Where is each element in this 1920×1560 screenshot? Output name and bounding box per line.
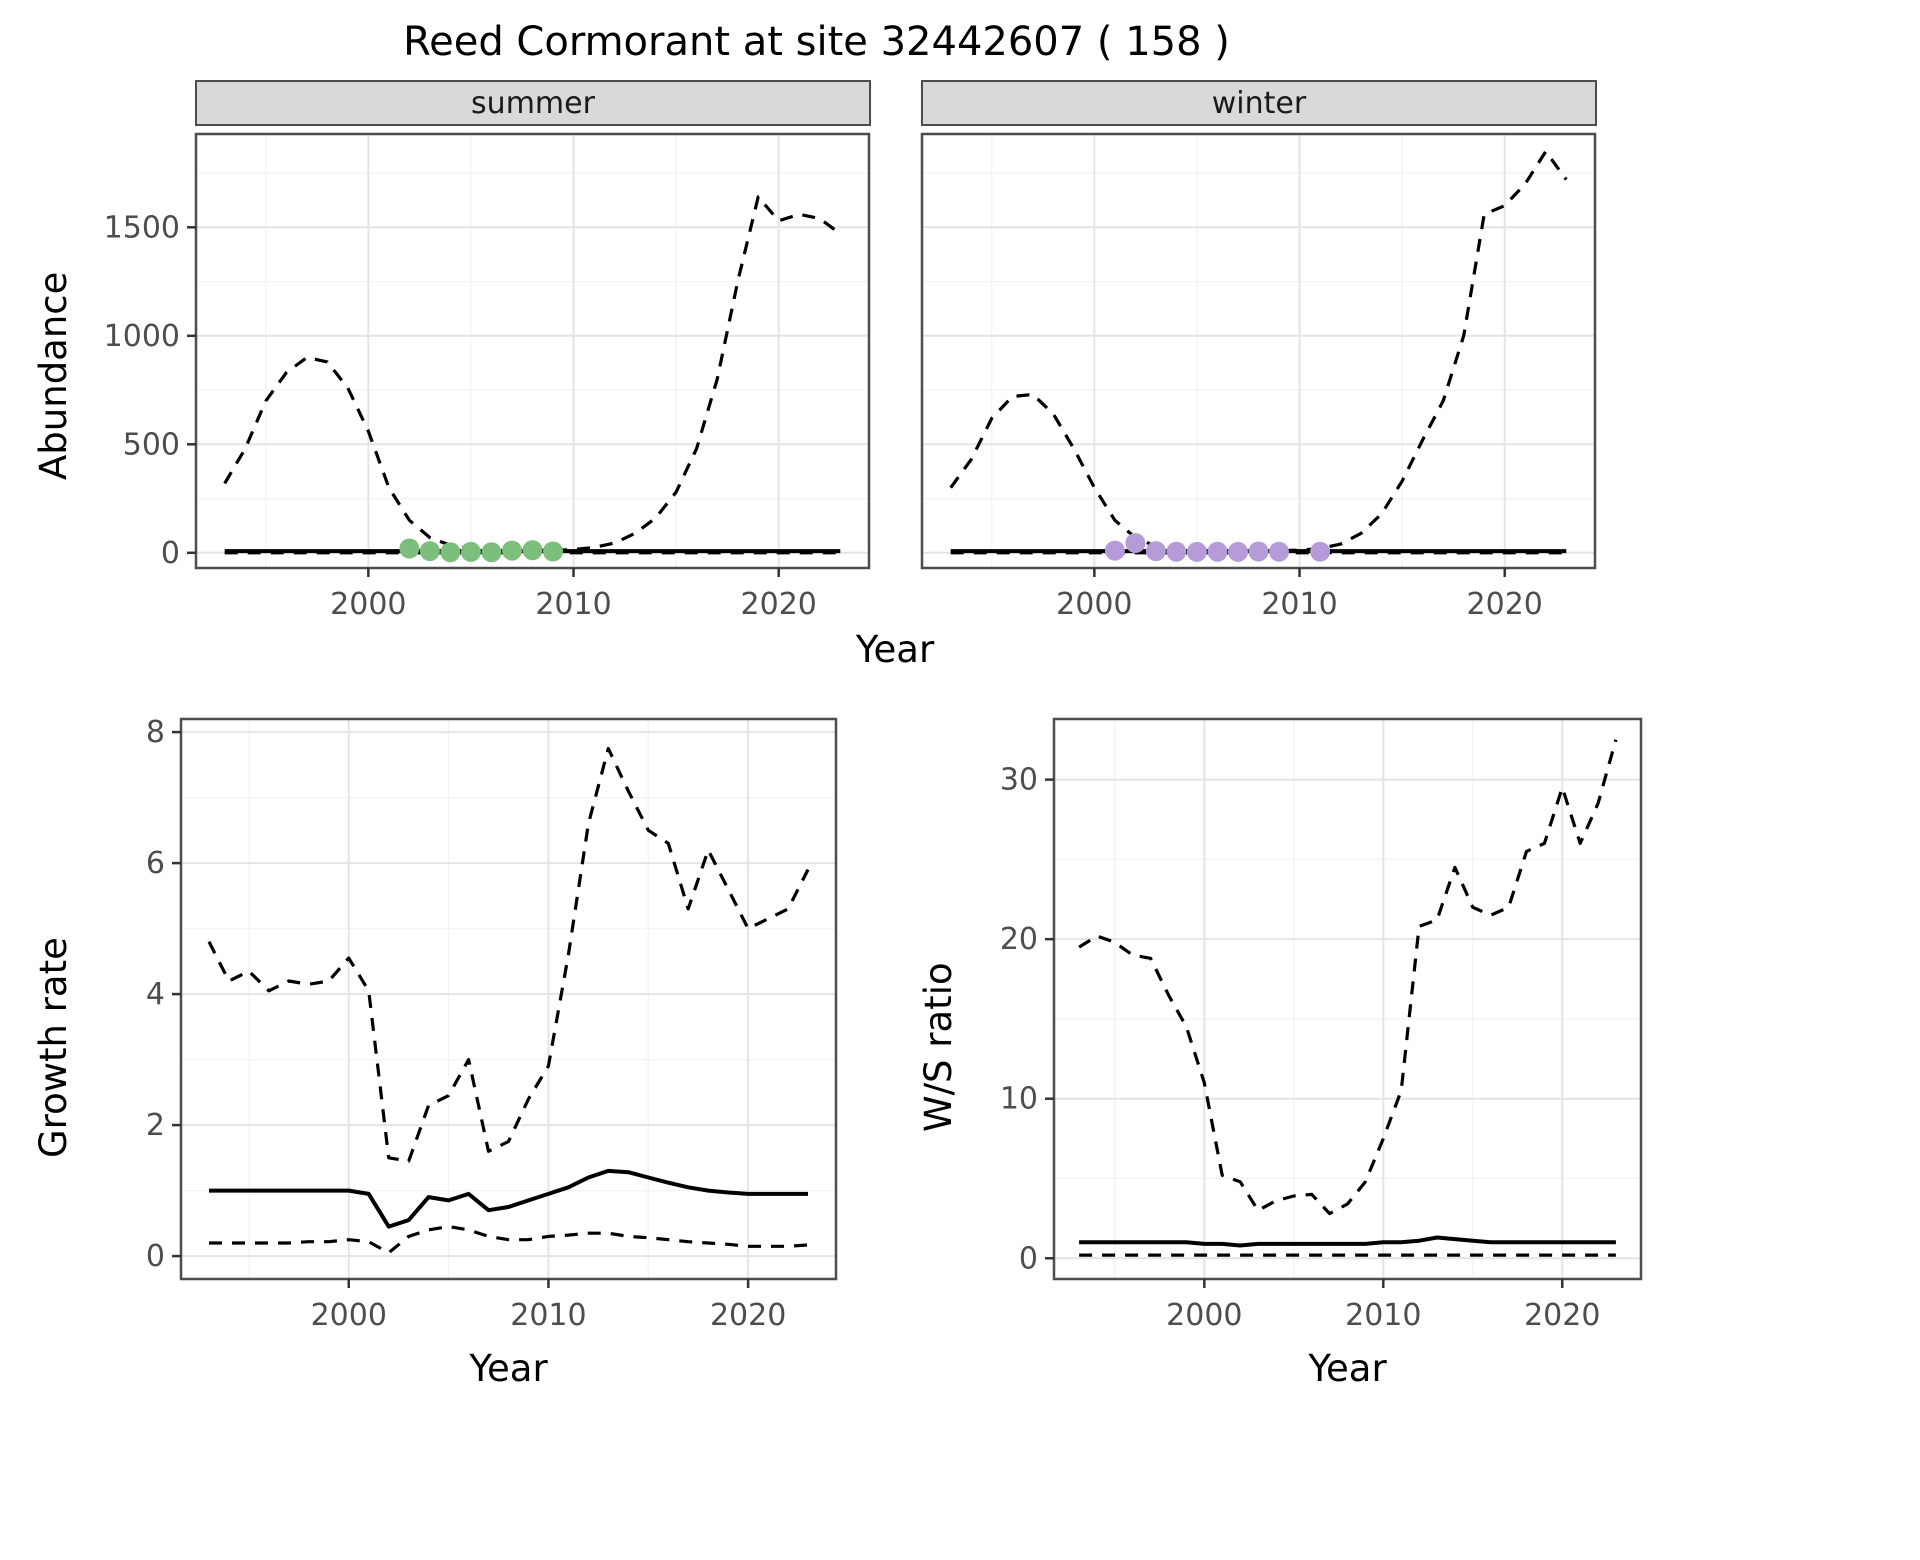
panel-background [1054, 719, 1641, 1279]
y-tick-label: 10 [1000, 1082, 1038, 1117]
growth-rate-y-axis-label: Growth rate [32, 937, 75, 1158]
x-tick-label: 2010 [1261, 587, 1337, 622]
panel-border [179, 717, 838, 1281]
y-tick-label: 500 [123, 427, 180, 462]
panel-background [181, 719, 836, 1279]
ws-ratio-x-axis-label: Year [1308, 1347, 1387, 1390]
growth-rate-panel: 2000 2010 2020 0 2 4 6 8 Year [81, 705, 851, 1390]
panel-border [920, 132, 1597, 570]
y-tick-label: 6 [146, 846, 165, 881]
y-tick-label: 0 [146, 1239, 165, 1274]
y-tick-label: 0 [161, 536, 180, 571]
figure-title: Reed Cormorant at site 32442607 ( 158 ) [403, 19, 1230, 65]
growth-rate-lower-ci-line [209, 1225, 809, 1255]
facet-strip-winter: winter [921, 80, 1597, 126]
abundance-x-axis-label: Year [855, 628, 935, 671]
summer-abundance-observed-count-point [419, 541, 440, 562]
summer-abundance-observed-count-point [460, 541, 481, 562]
x-tick-label: 2020 [1467, 587, 1543, 622]
growth-rate-upper-ci-line [207, 746, 810, 1163]
summer-abundance-chart: 2000 2010 2020 0 500 1000 1500 [104, 132, 871, 622]
ws-ratio-estimate-line [1079, 1235, 1616, 1248]
winter-abundance-observed-count-point [1145, 541, 1166, 562]
facet-winter: winter 2000 2010 2020 [897, 80, 1607, 626]
summer-abundance-observed-count-point [481, 542, 502, 563]
x-tick-label: 2010 [535, 587, 611, 622]
x-tick-label: 2000 [1056, 587, 1132, 622]
abundance-y-axis-label: Abundance [32, 271, 75, 480]
summer-abundance-observed-count-point [399, 538, 420, 559]
x-tick-label: 2020 [1524, 1298, 1600, 1333]
facet-strip-summer: summer [195, 80, 871, 126]
x-tick-label: 2000 [311, 1298, 387, 1333]
winter-abundance-observed-count-point [1248, 541, 1269, 562]
winter-abundance-observed-count-point [1310, 541, 1331, 562]
summer-abundance-observed-count-point [440, 542, 461, 563]
ws-ratio-panel: 2000 2010 2020 0 10 20 30 Year [966, 705, 1656, 1390]
x-tick-label: 2020 [741, 587, 817, 622]
winter-abundance-observed-count-point [1166, 541, 1187, 562]
panel-border [194, 132, 871, 570]
x-tick-label: 2000 [330, 587, 406, 622]
facet-panels: summer 2000 2010 2020 0 500 1000 1500 winter 2… [81, 80, 1607, 626]
x-tick-label: 2010 [510, 1298, 586, 1333]
figure: Reed Cormorant at site 32442607 ( 158 ) … [26, 18, 1656, 1390]
panel-background [922, 134, 1595, 568]
abundance-facets: summer 2000 2010 2020 0 500 1000 1500 winter 2… [81, 80, 1607, 671]
x-tick-label: 2020 [710, 1298, 786, 1333]
y-tick-label: 20 [1000, 922, 1038, 957]
winter-abundance-observed-count-point [1125, 533, 1146, 553]
winter-abundance-observed-count-point [1228, 541, 1248, 562]
winter-abundance-observed-count-point [1186, 541, 1207, 562]
summer-abundance-observed-count-point [502, 540, 522, 561]
x-tick-label: 2010 [1345, 1298, 1421, 1333]
y-tick-label: 30 [1000, 763, 1038, 798]
winter-abundance-observed-count-point [1269, 541, 1289, 562]
x-tick-label: 2000 [1166, 1298, 1242, 1333]
abundance-row: Abundance summer 2000 2010 2020 0 500 1000 150… [26, 80, 1656, 671]
y-tick-label: 2 [146, 1108, 165, 1143]
growth-rate-estimate-line [209, 1168, 808, 1229]
ws-ratio-chart: 2000 2010 2020 0 10 20 30 [1000, 717, 1643, 1333]
ws-ratio-block: W/S ratio 2000 2010 2020 0 10 20 30 Year [911, 705, 1656, 1390]
derived-metrics-row: Growth rate 2000 2010 2020 0 2 4 6 8 Year W/S r… [26, 705, 1656, 1390]
facet-summer: summer 2000 2010 2020 0 500 1000 1500 [81, 80, 881, 626]
winter-abundance-chart: 2000 2010 2020 [920, 132, 1597, 622]
growth-rate-chart: 2000 2010 2020 0 2 4 6 8 [146, 715, 838, 1333]
growth-rate-block: Growth rate 2000 2010 2020 0 2 4 6 8 Year [26, 705, 851, 1390]
y-tick-label: 1500 [104, 210, 180, 245]
y-tick-label: 8 [146, 715, 165, 750]
panel-border [1052, 717, 1643, 1281]
ws-ratio-upper-ci-line [1078, 739, 1618, 1216]
growth-rate-x-axis-label: Year [469, 1347, 548, 1390]
summer-abundance-observed-count-point [543, 541, 563, 562]
y-tick-label: 4 [146, 977, 165, 1012]
panel-background [196, 134, 869, 568]
y-tick-label: 0 [1019, 1241, 1038, 1276]
winter-abundance-observed-count-point [1207, 541, 1228, 562]
y-tick-label: 1000 [104, 319, 180, 354]
winter-abundance-upper-ci-line [949, 149, 1568, 553]
ws-ratio-y-axis-label: W/S ratio [917, 962, 960, 1133]
summer-abundance-observed-count-point [522, 540, 543, 561]
winter-abundance-observed-count-point [1104, 540, 1125, 561]
